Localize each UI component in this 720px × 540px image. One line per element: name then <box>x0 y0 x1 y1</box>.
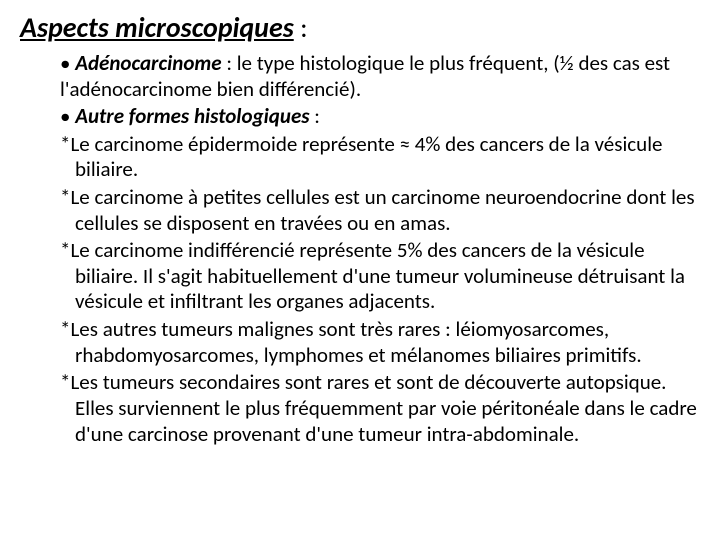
star-item-5: *Les tumeurs secondaires sont rares et s… <box>75 370 700 447</box>
slide-heading: Aspects microscopiques <box>20 10 294 45</box>
bullet-item-2: • Autre formes histologiques : <box>60 104 700 130</box>
star-item-3: *Le carcinome indifférencié représente 5… <box>75 238 700 315</box>
content-body: • Adénocarcinome : le type histologique … <box>20 51 700 447</box>
heading-colon: : <box>294 10 308 45</box>
star-item-2: *Le carcinome à petites cellules est un … <box>75 185 700 236</box>
star-item-4: *Les autres tumeurs malignes sont très r… <box>75 317 700 368</box>
bullet-item-1: • Adénocarcinome : le type histologique … <box>60 51 700 102</box>
bullet2-rest: : <box>310 103 320 129</box>
bullet-marker: • <box>60 50 75 76</box>
star-item-1: *Le carcinome épidermoide représente ≈ 4… <box>75 132 700 183</box>
bullet-marker: • <box>60 103 75 129</box>
bullet1-lead: Adénocarcinome <box>75 50 221 76</box>
heading-row: Aspects microscopiques : <box>20 10 700 45</box>
slide: Aspects microscopiques : • Adénocarcinom… <box>0 0 720 540</box>
bullet2-lead: Autre formes histologiques <box>75 103 309 129</box>
